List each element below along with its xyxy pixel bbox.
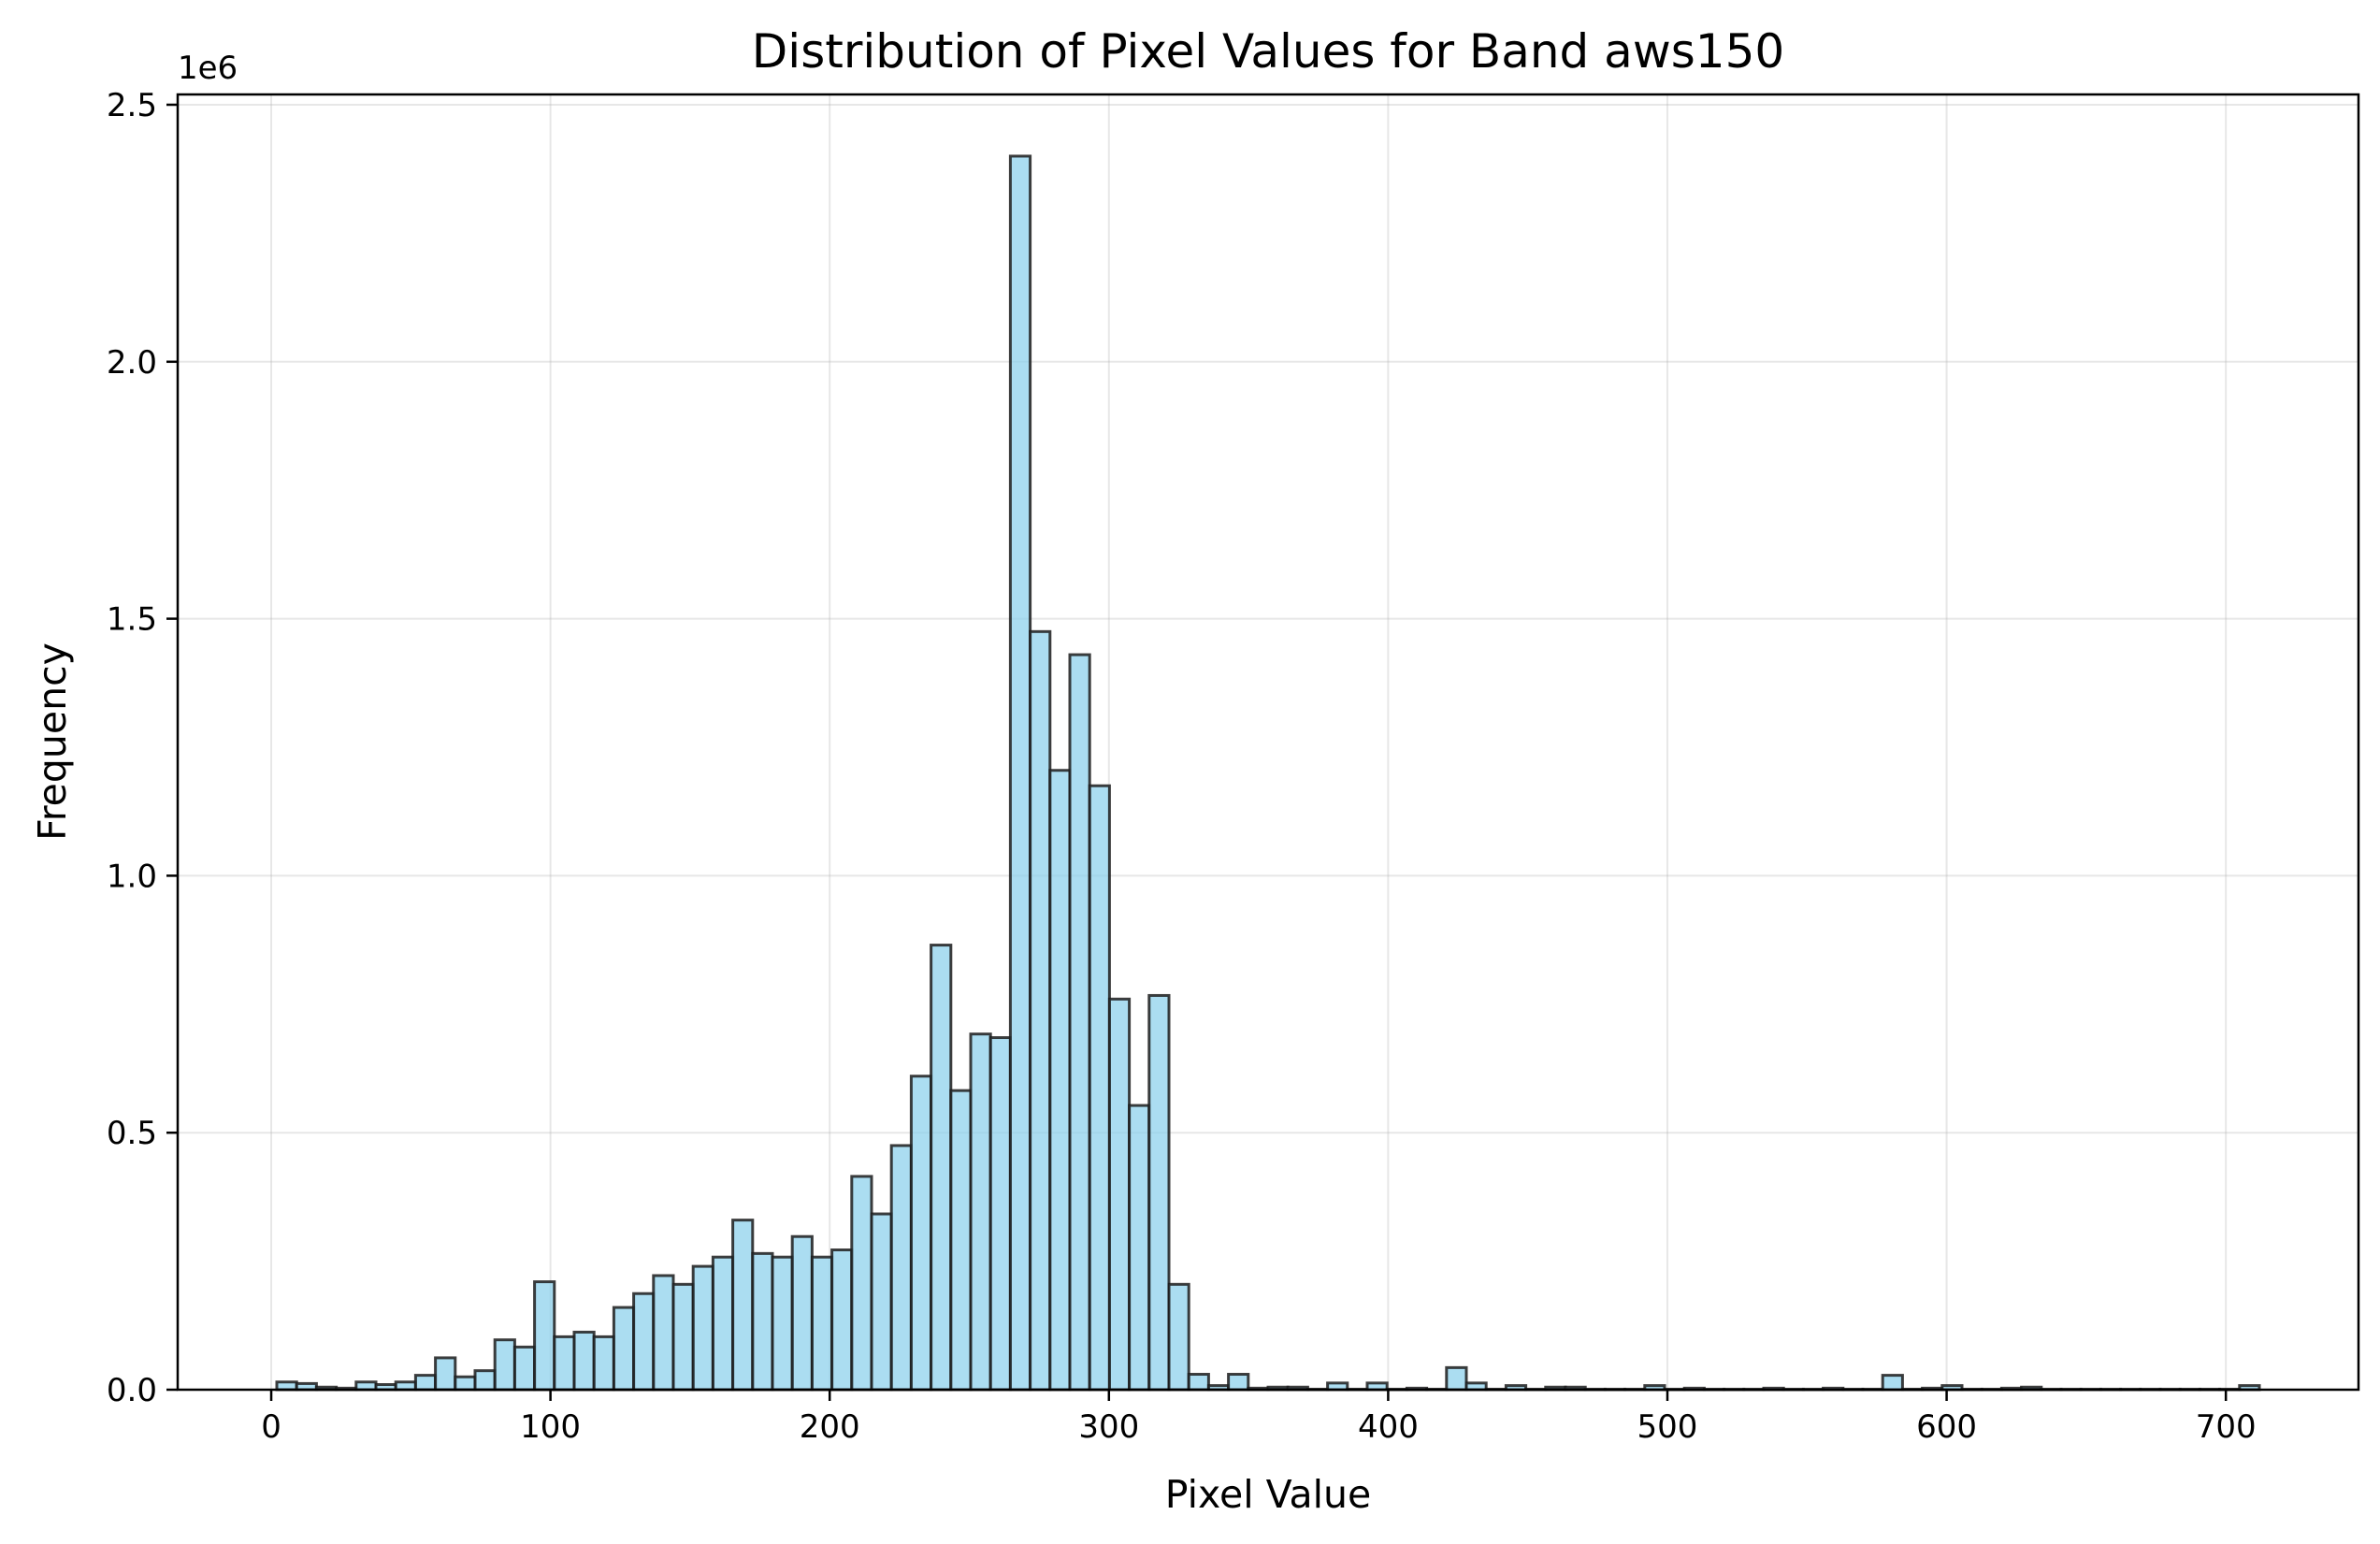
y-axis-ticks: 0.0 0.5 1.0 1.5 2.0 2.5 <box>107 87 178 1409</box>
histogram-bar <box>1008 154 1032 1392</box>
x-tick-label: 200 <box>800 1408 860 1446</box>
histogram-bar <box>652 1274 675 1392</box>
histogram-bar <box>1881 1374 1904 1392</box>
histogram-bar <box>434 1356 457 1392</box>
histogram-bar <box>671 1282 695 1392</box>
histogram-bar <box>810 1255 834 1392</box>
y-tick-label: 0.0 <box>107 1372 157 1409</box>
histogram-bar <box>830 1248 854 1392</box>
x-axis-label: Pixel Value <box>1165 1472 1371 1517</box>
y-tick-label: 2.5 <box>107 87 157 124</box>
y-tick-label: 1.0 <box>107 858 157 895</box>
y-tick-label: 1.5 <box>107 601 157 639</box>
histogram-bar <box>1107 997 1132 1392</box>
y-axis-label: Frequency <box>30 642 75 841</box>
y-tick-label: 0.5 <box>107 1115 157 1152</box>
y-tick-label: 2.0 <box>107 344 157 382</box>
x-tick-label: 500 <box>1637 1408 1698 1446</box>
histogram-bar <box>850 1175 873 1392</box>
histogram-bar <box>1445 1365 1468 1392</box>
x-axis-ticks: 0 100 200 300 400 500 600 700 <box>261 1390 2257 1446</box>
histogram-bar <box>909 1075 933 1392</box>
histogram-bar <box>1088 784 1111 1392</box>
plot-frame <box>176 93 2360 1392</box>
histogram-bar <box>473 1369 497 1392</box>
histogram-bar <box>592 1335 615 1392</box>
histogram-bar <box>1128 1104 1151 1392</box>
histogram-bar <box>612 1306 636 1392</box>
histogram-bar <box>1227 1373 1250 1392</box>
histogram-bar <box>1048 769 1072 1392</box>
histogram-bar <box>988 1036 1012 1392</box>
histogram-bar <box>949 1089 973 1392</box>
histogram-bar <box>1167 1282 1190 1392</box>
x-tick-label: 600 <box>1916 1408 1977 1446</box>
histogram-bar <box>413 1374 438 1392</box>
histogram-bar <box>751 1251 774 1392</box>
chart-title: Distribution of Pixel Values for Band aw… <box>752 24 1784 79</box>
histogram-bar <box>493 1338 516 1392</box>
histogram-bar <box>1068 653 1091 1392</box>
histogram-bar <box>1029 629 1052 1392</box>
histogram-bar <box>870 1212 893 1392</box>
x-tick-label: 300 <box>1078 1408 1139 1446</box>
x-tick-label: 0 <box>261 1408 281 1446</box>
histogram-bar <box>889 1144 913 1392</box>
histogram-bar <box>731 1219 755 1392</box>
histogram-bar <box>512 1345 537 1392</box>
histogram-bar <box>969 1032 992 1392</box>
histogram-bar <box>711 1255 735 1392</box>
x-tick-label: 100 <box>520 1408 581 1446</box>
histogram-bar <box>930 944 953 1392</box>
histogram-bar <box>691 1264 714 1392</box>
histogram-bar <box>553 1335 576 1392</box>
x-tick-label: 700 <box>2196 1408 2257 1446</box>
histogram-bar <box>632 1291 656 1392</box>
histogram-bar <box>454 1375 477 1392</box>
histogram-bar <box>533 1280 556 1392</box>
histogram-bar <box>771 1255 794 1392</box>
histogram-bar <box>1147 993 1171 1392</box>
x-tick-label: 400 <box>1358 1408 1419 1446</box>
histogram-bar <box>572 1330 596 1392</box>
histogram-bar <box>790 1234 814 1392</box>
histogram-bar <box>1187 1373 1210 1392</box>
y-axis-offset-label: 1e6 <box>178 50 238 87</box>
